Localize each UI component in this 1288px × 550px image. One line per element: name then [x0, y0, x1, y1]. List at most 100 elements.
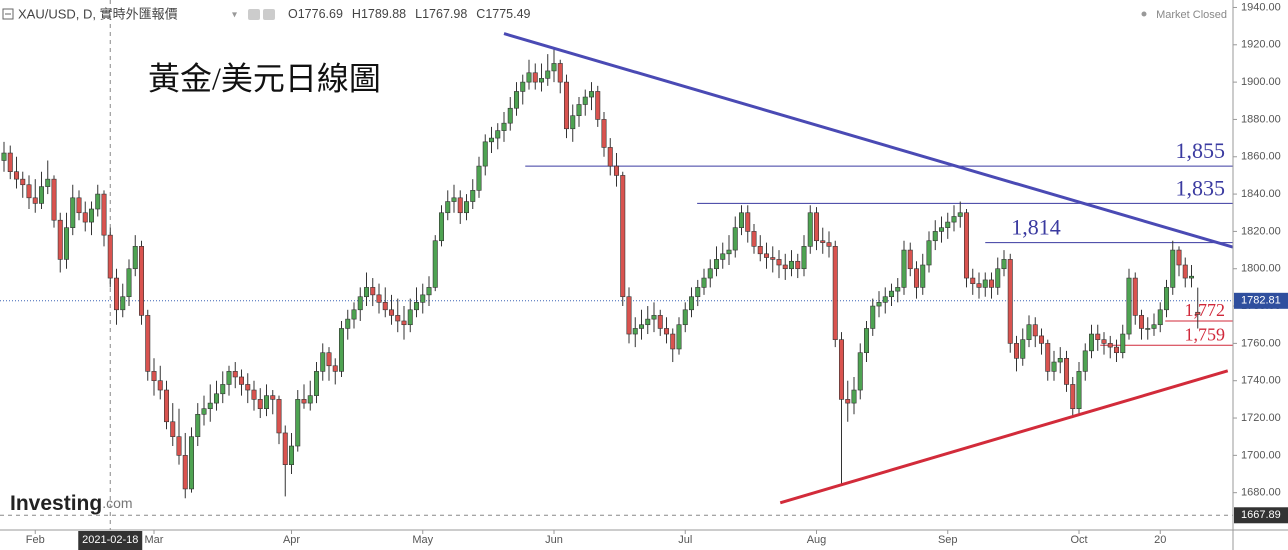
- candle-body: [488, 137, 494, 143]
- candle-body: [926, 240, 932, 266]
- y-tick-label: 1820.00: [1241, 225, 1281, 237]
- candle-body: [1045, 343, 1051, 372]
- candle-body: [938, 227, 944, 232]
- candle-body: [139, 246, 145, 316]
- candle-body: [363, 287, 369, 298]
- candle-body: [1, 152, 7, 161]
- candle-body: [1170, 249, 1176, 288]
- candle-body: [332, 365, 338, 372]
- candle-body: [995, 268, 1001, 288]
- candle-body: [388, 309, 394, 316]
- candle-body: [713, 259, 719, 270]
- candle-body: [64, 227, 70, 260]
- candle-body: [376, 294, 382, 303]
- candle-body: [1026, 324, 1032, 340]
- ohlc-label: H: [352, 7, 361, 21]
- candle-body: [801, 246, 807, 270]
- candle-body: [170, 421, 176, 437]
- candle-body: [288, 445, 294, 465]
- candle-body: [1051, 361, 1057, 372]
- ohlc-value: 1767.98: [422, 7, 467, 21]
- candle-body: [495, 130, 501, 139]
- x-tick-label: Aug: [807, 534, 827, 546]
- status-dot: [1141, 11, 1147, 17]
- candle-body: [295, 399, 301, 447]
- candle-body: [401, 320, 407, 326]
- candle-body: [820, 240, 826, 243]
- dropdown-arrow[interactable]: ▾: [232, 10, 237, 21]
- settings-icon[interactable]: [263, 9, 275, 20]
- candle-body: [351, 309, 357, 320]
- candle-body: [776, 259, 782, 266]
- candle-body: [613, 165, 619, 176]
- candle-body: [1176, 249, 1182, 266]
- candle-body: [726, 249, 732, 255]
- candle-body: [1095, 333, 1101, 340]
- candle-body: [107, 234, 113, 279]
- candle-body: [1195, 311, 1201, 315]
- y-tick-label: 1740.00: [1241, 375, 1281, 387]
- candle-body: [551, 63, 557, 72]
- candle-body: [51, 178, 57, 221]
- candle-body: [682, 309, 688, 326]
- candle-body: [626, 296, 632, 335]
- ohlc-value: 1789.88: [361, 7, 406, 21]
- candle-body: [476, 165, 482, 191]
- candle-body: [1007, 259, 1013, 344]
- candle-body: [976, 283, 982, 288]
- candle-body: [101, 193, 107, 236]
- candle-body: [413, 302, 419, 311]
- plot: 1,855 1,835 1,814 1,772 1,759: [0, 0, 1234, 530]
- candle-body: [45, 178, 51, 187]
- last-price-box: [1234, 292, 1288, 309]
- candle-body: [145, 315, 151, 372]
- candle-body: [189, 436, 195, 490]
- candle-body: [151, 371, 157, 382]
- x-tick-label: Jul: [678, 534, 692, 546]
- y-tick-label: 1680.00: [1241, 487, 1281, 499]
- candle-body: [720, 253, 726, 260]
- candle-body: [445, 201, 451, 214]
- candle-body: [282, 432, 288, 465]
- candle-body: [595, 91, 601, 120]
- candle-body: [1164, 287, 1170, 311]
- candle-body: [1139, 315, 1145, 329]
- candle-body: [164, 389, 170, 423]
- candle-body: [882, 296, 888, 303]
- candle-body: [1076, 371, 1082, 409]
- candle-body: [89, 208, 95, 223]
- candle-body: [114, 277, 120, 311]
- candle-body: [582, 96, 588, 105]
- chart-title: 黃金/美元日線圖: [148, 60, 381, 96]
- candle-body: [382, 302, 388, 311]
- logo: Investing.com: [10, 492, 133, 515]
- candle-body: [32, 197, 38, 204]
- y-tick-label: 1840.00: [1241, 188, 1281, 200]
- candle-body: [645, 318, 651, 326]
- y-tick-label: 1760.00: [1241, 337, 1281, 349]
- x-tick-label: Jun: [545, 534, 563, 546]
- candle-body: [1132, 277, 1138, 316]
- candle-body: [132, 246, 138, 270]
- candle-body: [901, 249, 907, 288]
- candle-body: [695, 287, 701, 298]
- level-label: 1,772: [1185, 300, 1226, 320]
- candle-body: [345, 318, 351, 329]
- last-price-label: 1782.81: [1241, 295, 1281, 307]
- candle-body: [732, 227, 738, 251]
- eye-icon[interactable]: [248, 9, 260, 20]
- candle-body: [932, 231, 938, 242]
- candle-body: [907, 249, 913, 270]
- candle-body: [463, 201, 469, 214]
- collapse-icon[interactable]: [2, 8, 14, 20]
- y-tick-label: 1720.00: [1241, 412, 1281, 424]
- logo-suffix: .com: [102, 495, 132, 511]
- candle-body: [632, 328, 638, 335]
- candle-body: [307, 395, 313, 404]
- candle-body: [1114, 346, 1120, 354]
- candle-body: [470, 190, 476, 202]
- candle-body: [276, 399, 282, 434]
- candle-body: [751, 231, 757, 247]
